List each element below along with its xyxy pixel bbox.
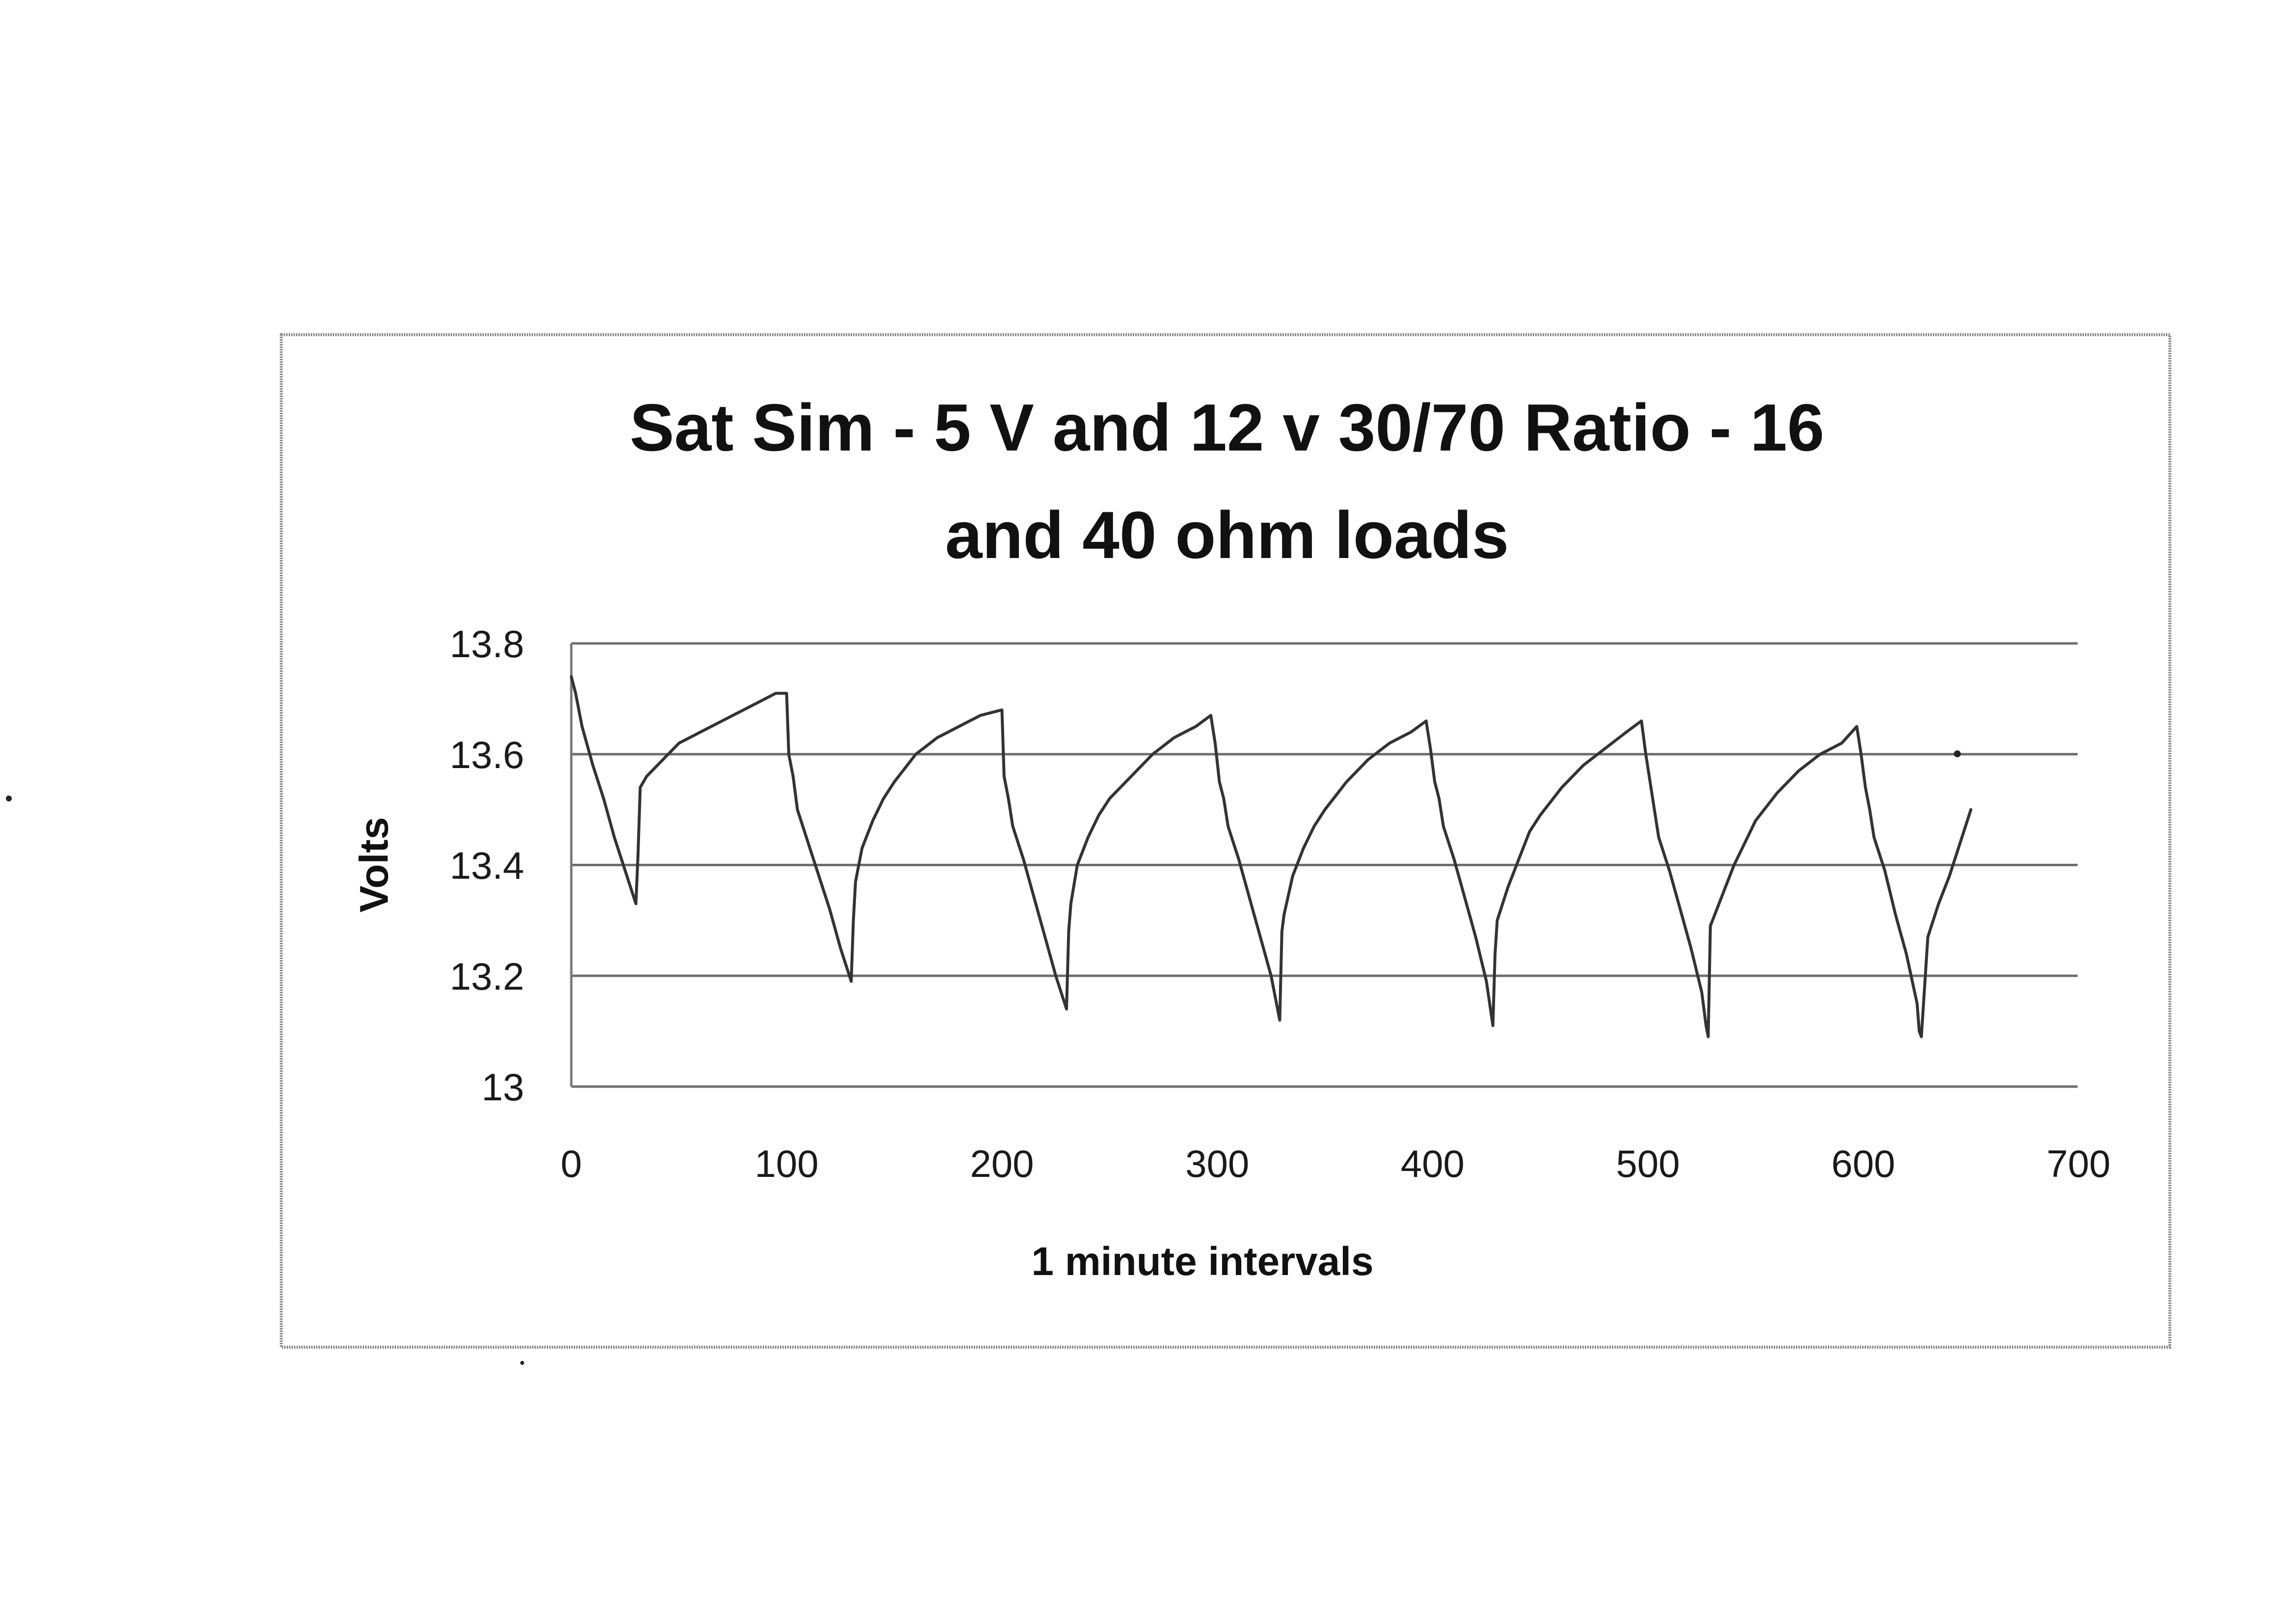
scan-speck — [6, 796, 12, 801]
x-tick-label: 100 — [755, 1142, 819, 1185]
y-axis-tick-labels: 13 13.2 13.4 13.6 13.8 — [450, 622, 524, 1109]
y-tick-label: 13.4 — [450, 844, 524, 887]
x-tick-label: 700 — [2047, 1142, 2110, 1185]
scan-speck — [1954, 750, 1961, 757]
x-tick-label: 500 — [1616, 1142, 1680, 1185]
x-tick-label: 0 — [561, 1142, 582, 1185]
y-tick-label: 13.6 — [450, 733, 524, 776]
y-tick-label: 13 — [481, 1065, 524, 1109]
x-tick-label: 600 — [1831, 1142, 1895, 1185]
x-axis-title: 1 minute intervals — [1031, 1239, 1373, 1284]
x-tick-label: 200 — [970, 1142, 1034, 1185]
x-tick-label: 300 — [1185, 1142, 1249, 1185]
x-axis-tick-labels: 0 100 200 300 400 500 600 700 — [561, 1142, 2110, 1185]
x-tick-label: 400 — [1401, 1142, 1465, 1185]
chart-border — [280, 333, 2171, 1349]
series-line — [570, 675, 1973, 1038]
gridlines — [571, 642, 2078, 1088]
chart-title-line-1: Sat Sim - 5 V and 12 v 30/70 Ratio - 16 — [630, 390, 1824, 465]
y-axis-title: Volts — [352, 817, 397, 912]
y-tick-label: 13.8 — [450, 622, 524, 665]
scan-speck — [520, 1361, 524, 1365]
y-tick-label: 13.2 — [450, 955, 524, 998]
chart-title-line-2: and 40 ohm loads — [945, 498, 1509, 572]
